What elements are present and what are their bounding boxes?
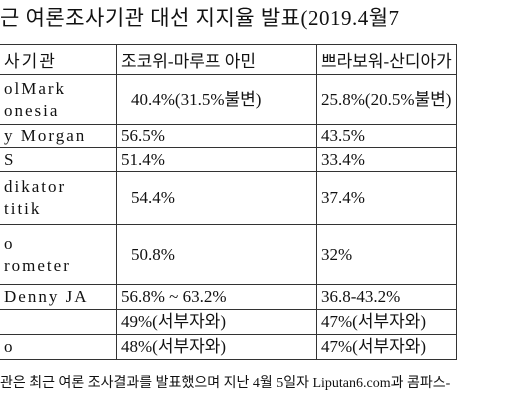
table-row: S 51.4% 33.4% <box>0 147 457 172</box>
cell-text: o <box>4 337 15 356</box>
cell-text: dikator <box>4 177 67 196</box>
table-cell: 36.8-43.2% <box>316 284 457 310</box>
table-cell: 33.4% <box>316 147 457 172</box>
cell-text: 37.4% <box>321 188 365 207</box>
table-cell: Denny JA <box>0 284 117 310</box>
cell-text: o <box>4 233 15 253</box>
cell-text: 47%(서부자와) <box>321 312 427 331</box>
table-cell: 40.4%(31.5%불변) <box>116 74 317 125</box>
poll-table: 사기관 조코위-마루프 아민 쁘라보워-산디아가 olMark onesia 40.4%(… <box>0 44 457 360</box>
table-cell: 32% <box>316 224 457 285</box>
cell-text: 43.5% <box>321 126 365 145</box>
table-cell: olMark onesia <box>0 74 117 125</box>
footer: 관은 최근 여론 조사결과를 발표했으며 지난 4월 5일자 Liputan6.… <box>0 376 451 391</box>
table-cell: S <box>0 147 117 172</box>
table-cell: 25.8%(20.5%불변) <box>316 74 457 125</box>
table-cell: 56.8% ~ 63.2% <box>116 284 317 310</box>
table-cell: o <box>0 334 117 360</box>
table-cell: 50.8% <box>116 224 317 285</box>
cell-text: 56.8% ~ 63.2% <box>121 287 227 306</box>
table-row: olMark onesia 40.4%(31.5%불변) 25.8%(20.5%불변) <box>0 74 457 125</box>
cell-text: titik <box>4 199 42 218</box>
cell-text: S <box>4 149 16 169</box>
cell-text: 51.4% <box>121 149 165 169</box>
cell-text: olMark <box>4 78 67 98</box>
cell-text: 40.4%(31.5%불변) <box>131 89 262 109</box>
title: 근 여론조사기관 대선 지지율 발표(2019.4월7 <box>0 6 400 30</box>
table-cell: 47%(서부자와) <box>316 309 457 335</box>
table-cell: 51.4% <box>116 147 317 172</box>
table-row: o rometer 50.8% 32% <box>0 224 457 285</box>
header-cell: 조코위-마루프 아민 <box>116 44 317 75</box>
cell-text: rometer <box>4 255 71 275</box>
cell-text: Denny JA <box>4 287 89 306</box>
cell-text: onesia <box>4 100 60 120</box>
cell-text: 25.8%(20.5%불변) <box>321 89 452 109</box>
cell-text: 50.8% <box>131 244 175 264</box>
table-cell <box>0 309 117 335</box>
table-cell: 43.5% <box>316 124 457 148</box>
table-row: y Morgan 56.5% 43.5% <box>0 124 457 148</box>
table-cell: 48%(서부자와) <box>116 334 317 360</box>
cell-text: 32% <box>321 244 353 264</box>
cell-text: 33.4% <box>321 149 365 169</box>
table-row: 49%(서부자와) 47%(서부자와) <box>0 309 457 335</box>
cell-text: 36.8-43.2% <box>321 287 401 306</box>
table-cell: 37.4% <box>316 171 457 225</box>
table-row: o 48%(서부자와) 47%(서부자와) <box>0 334 457 360</box>
header-cell: 사기관 <box>0 44 117 75</box>
table-cell: y Morgan <box>0 124 117 148</box>
table-cell: dikator titik <box>0 171 117 225</box>
table-row: Denny JA 56.8% ~ 63.2% 36.8-43.2% <box>0 284 457 310</box>
table-row: dikator titik 54.4% 37.4% <box>0 171 457 225</box>
table-cell: o rometer <box>0 224 117 285</box>
header-row: 사기관 조코위-마루프 아민 쁘라보워-산디아가 <box>0 44 457 75</box>
header-cell: 쁘라보워-산디아가 <box>316 44 457 75</box>
table-cell: 54.4% <box>116 171 317 225</box>
cell-text: y Morgan <box>4 126 87 145</box>
table-body: 사기관 조코위-마루프 아민 쁘라보워-산디아가 olMark onesia 40.4%(… <box>0 44 457 360</box>
cell-text: 54.4% <box>131 188 175 207</box>
cell-text: 49%(서부자와) <box>121 312 227 331</box>
table-cell: 47%(서부자와) <box>316 334 457 360</box>
cell-text: 56.5% <box>121 126 165 145</box>
cell-text: 47%(서부자와) <box>321 337 427 356</box>
table-cell: 56.5% <box>116 124 317 148</box>
cell-text: 48%(서부자와) <box>121 337 227 356</box>
table-cell: 49%(서부자와) <box>116 309 317 335</box>
